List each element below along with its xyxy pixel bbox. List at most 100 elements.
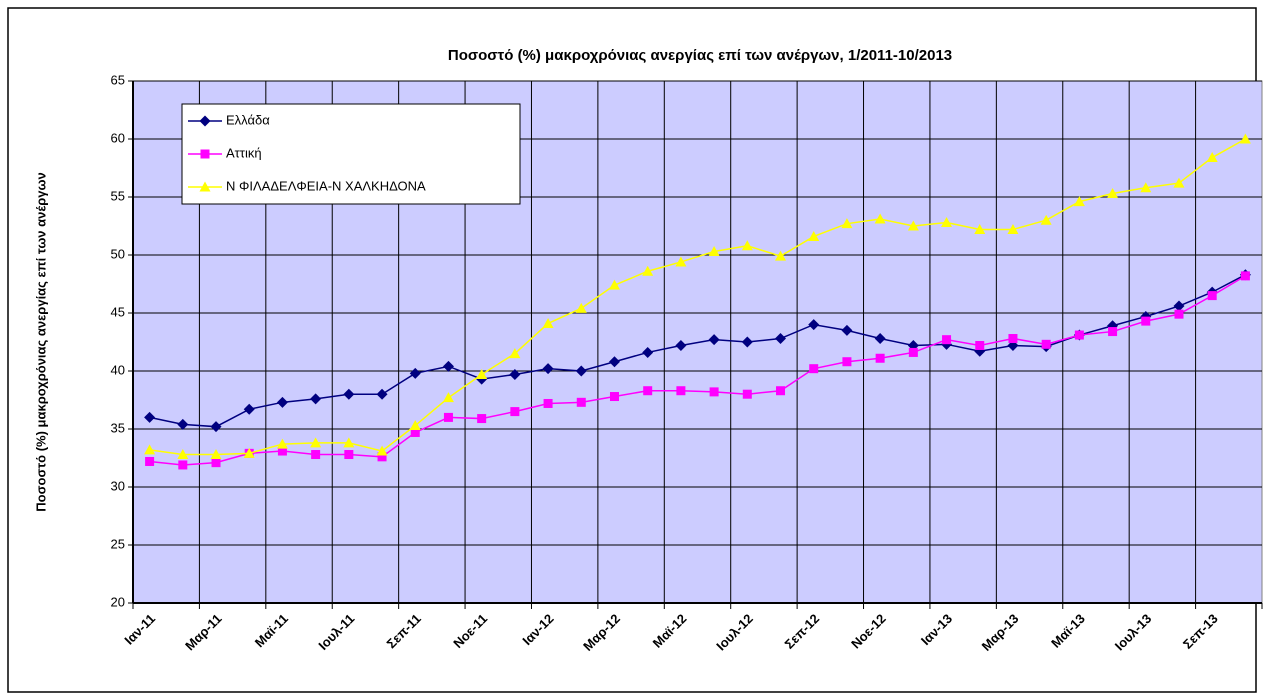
data-point <box>376 445 388 456</box>
data-point <box>543 398 553 408</box>
data-point <box>741 240 753 251</box>
data-point <box>1074 330 1084 340</box>
data-point <box>1041 339 1051 349</box>
data-point <box>775 250 787 261</box>
data-point <box>410 427 420 437</box>
data-point <box>1173 300 1185 312</box>
data-point <box>675 256 687 267</box>
data-point <box>409 367 421 379</box>
chart-title: Ποσοστό (%) μακροχρόνιας ανεργίας επί τω… <box>448 47 952 64</box>
data-point <box>145 456 155 466</box>
data-point <box>676 386 686 396</box>
data-point <box>344 450 354 460</box>
data-point <box>144 411 156 423</box>
data-point <box>809 364 819 374</box>
data-point <box>907 220 919 231</box>
data-point <box>210 449 222 460</box>
data-point <box>1040 214 1052 225</box>
data-point <box>443 412 453 422</box>
data-point <box>642 346 654 358</box>
data-point <box>1007 223 1019 234</box>
legend-label: Αττική <box>226 145 262 160</box>
data-point <box>942 335 952 345</box>
data-point <box>1207 291 1217 301</box>
data-point <box>742 389 752 399</box>
data-point <box>211 458 221 468</box>
data-point <box>1073 196 1085 207</box>
data-point <box>741 336 753 348</box>
data-point <box>775 333 787 345</box>
data-point <box>941 217 953 228</box>
data-point <box>576 397 586 407</box>
y-tick-label: 60 <box>111 130 125 145</box>
data-point <box>1107 188 1119 199</box>
data-point <box>243 403 255 415</box>
legend-marker <box>199 115 211 127</box>
data-point <box>276 438 288 449</box>
data-point <box>874 333 886 345</box>
legend-marker <box>200 149 210 159</box>
data-point <box>178 460 188 470</box>
data-point <box>276 396 288 408</box>
data-point <box>509 368 521 380</box>
data-point <box>874 213 886 224</box>
data-point <box>842 357 852 367</box>
data-point <box>974 223 986 234</box>
data-point <box>808 319 820 331</box>
y-tick-label: 55 <box>111 188 125 203</box>
y-tick-label: 65 <box>111 72 125 87</box>
data-point <box>1240 271 1250 281</box>
data-point <box>277 446 287 456</box>
y-tick-label: 30 <box>111 478 125 493</box>
legend-label: Ν ΦΙΛΑΔΕΛΦΕΙΑ-Ν ΧΑΛΚΗΔΟΝΑ <box>226 178 426 193</box>
data-point <box>509 348 521 359</box>
y-tick-label: 40 <box>111 362 125 377</box>
data-point <box>310 437 322 448</box>
data-point <box>409 420 421 431</box>
data-point <box>343 388 355 400</box>
data-point <box>442 360 454 372</box>
data-point <box>1206 152 1218 163</box>
data-point <box>642 265 654 276</box>
y-tick-label: 20 <box>111 594 125 609</box>
data-point <box>776 386 786 396</box>
data-point <box>1008 334 1018 344</box>
data-point <box>144 444 156 455</box>
data-point <box>476 368 488 379</box>
data-point <box>1173 177 1185 188</box>
y-tick-label: 45 <box>111 304 125 319</box>
data-point <box>609 392 619 402</box>
legend-marker <box>199 181 211 192</box>
series-line <box>149 275 1246 466</box>
data-point <box>841 218 853 229</box>
series-line <box>149 274 1246 428</box>
data-point <box>442 392 454 403</box>
data-point <box>542 363 554 375</box>
data-point <box>908 347 918 357</box>
data-point <box>708 334 720 346</box>
data-point <box>575 365 587 377</box>
data-point <box>608 356 620 368</box>
data-point <box>311 450 321 460</box>
y-tick-label: 35 <box>111 420 125 435</box>
data-point <box>643 386 653 396</box>
data-point <box>1239 133 1251 144</box>
data-point <box>1140 182 1152 193</box>
data-point <box>542 317 554 328</box>
data-point <box>1141 316 1151 326</box>
y-tick-label: 50 <box>111 246 125 261</box>
data-point <box>841 324 853 336</box>
data-point <box>243 447 255 458</box>
data-point <box>1108 327 1118 337</box>
data-point <box>875 353 885 363</box>
data-point <box>608 279 620 290</box>
data-point <box>343 437 355 448</box>
data-point <box>975 340 985 350</box>
data-point <box>709 387 719 397</box>
data-point <box>177 418 189 430</box>
data-point <box>376 388 388 400</box>
data-point <box>177 449 189 460</box>
data-point <box>477 414 487 424</box>
data-point <box>377 452 387 462</box>
